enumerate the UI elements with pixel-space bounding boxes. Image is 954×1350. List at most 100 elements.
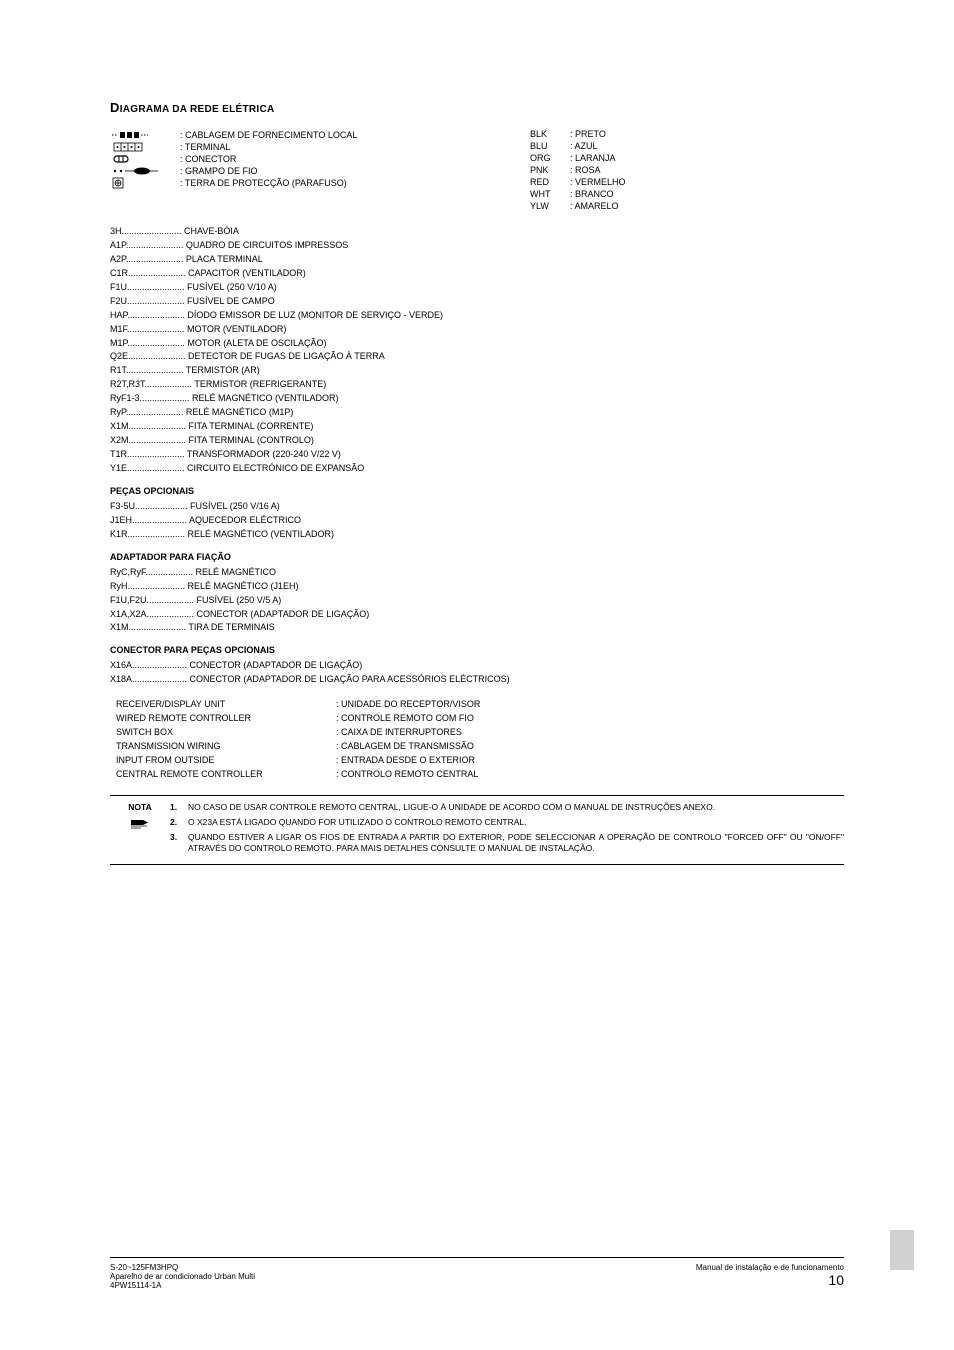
definition-row: X1A,X2A................... CONECTOR (ADA… — [110, 608, 844, 622]
definition-row: J1EH...................... AQUECEDOR ELÉ… — [110, 514, 844, 528]
definition-line: R2T,R3T................... TERMISTOR (RE… — [110, 378, 326, 392]
footer-manual-title: Manual de instalação e de funcionamento — [696, 1263, 844, 1272]
translation-pt: : CONTROLE REMOTO COM FIO — [336, 713, 844, 723]
symbol-icon — [110, 154, 180, 164]
definition-line: T1R....................... TRANSFORMADOR… — [110, 448, 341, 462]
definition-row: X16A...................... CONECTOR (ADA… — [110, 659, 844, 673]
color-name: : VERMELHO — [570, 177, 650, 189]
definition-row: A1P....................... QUADRO DE CIR… — [110, 239, 844, 253]
symbol-label: : TERMINAL — [180, 142, 530, 152]
definition-line: X16A...................... CONECTOR (ADA… — [110, 659, 362, 673]
definition-row: A2P....................... PLACA TERMINA… — [110, 253, 844, 267]
definition-row: M1F....................... MOTOR (VENTIL… — [110, 323, 844, 337]
translations-table: RECEIVER/DISPLAY UNIT: UNIDADE DO RECEPT… — [110, 697, 844, 781]
side-tab — [890, 1230, 914, 1270]
translation-en: SWITCH BOX — [116, 727, 336, 737]
definition-row: X1M....................... FITA TERMINAL… — [110, 420, 844, 434]
section-title-adaptador: ADAPTADOR PARA FIAÇÃO — [110, 552, 844, 562]
nota-text: NO CASO DE USAR CONTROLE REMOTO CENTRAL,… — [188, 802, 844, 813]
title-initial: D — [110, 100, 120, 115]
pencil-icon — [129, 812, 151, 830]
definition-row: X1M....................... TIRA DE TERMI… — [110, 621, 844, 635]
definition-row: K1R....................... RELÉ MAGNÉTIC… — [110, 528, 844, 542]
definition-row: M1P....................... MOTOR (ALETA … — [110, 337, 844, 351]
definition-line: F1U,F2U................... FUSÍVEL (250 … — [110, 594, 281, 608]
definitions-main: 3H........................ CHAVE-BÓIAA1P… — [110, 225, 844, 476]
nota-number: 2. — [170, 817, 188, 828]
definition-line: X1M....................... TIRA DE TERMI… — [110, 621, 275, 635]
definition-row: 3H........................ CHAVE-BÓIA — [110, 225, 844, 239]
nota-item: 1.NO CASO DE USAR CONTROLE REMOTO CENTRA… — [170, 802, 844, 813]
nota-text: O X23A ESTÁ LIGADO QUANDO FOR UTILIZADO … — [188, 817, 844, 828]
nota-block: NOTA 1.NO CASO DE USAR CONTROLE REMOTO C… — [110, 795, 844, 865]
nota-number: 3. — [170, 832, 188, 854]
definition-line: RyH....................... RELÉ MAGNÉTIC… — [110, 580, 299, 594]
nota-number: 1. — [170, 802, 188, 813]
definition-row: C1R....................... CAPACITOR (VE… — [110, 267, 844, 281]
symbol-row: : TERRA DE PROTECÇÃO (PARAFUSO) — [110, 177, 530, 189]
footer-left: S-20~125FM3HPQ Aparelho de ar condiciona… — [110, 1263, 255, 1290]
title-rest: IAGRAMA DA REDE ELÉTRICA — [120, 104, 275, 115]
symbol-row: : CONECTOR — [110, 153, 530, 165]
definitions-adaptador: RyC,RyF................... RELÉ MAGNÉTIC… — [110, 566, 844, 636]
footer-model: S-20~125FM3HPQ — [110, 1263, 255, 1272]
definition-line: F1U....................... FUSÍVEL (250 … — [110, 281, 277, 295]
page-footer: S-20~125FM3HPQ Aparelho de ar condiciona… — [110, 1257, 844, 1290]
footer-code: 4PW15114-1A — [110, 1281, 255, 1290]
symbol-label: : CABLAGEM DE FORNECIMENTO LOCAL — [180, 130, 530, 140]
color-code: WHT — [530, 189, 570, 201]
definition-line: HAP....................... DÍODO EMISSOR… — [110, 309, 443, 323]
translation-row: INPUT FROM OUTSIDE: ENTRADA DESDE O EXTE… — [116, 753, 844, 767]
symbol-row: : CABLAGEM DE FORNECIMENTO LOCAL — [110, 129, 530, 141]
legend-row: : CABLAGEM DE FORNECIMENTO LOCAL : TERMIN… — [110, 129, 844, 213]
definition-row: F3-5U..................... FUSÍVEL (250 … — [110, 500, 844, 514]
legend-symbols: : CABLAGEM DE FORNECIMENTO LOCAL : TERMIN… — [110, 129, 530, 213]
translation-row: RECEIVER/DISPLAY UNIT: UNIDADE DO RECEPT… — [116, 697, 844, 711]
color-name: : PRETO — [570, 129, 650, 141]
color-name: : LARANJA — [570, 153, 650, 165]
translation-pt: : UNIDADE DO RECEPTOR/VISOR — [336, 699, 844, 709]
color-name: : BRANCO — [570, 189, 650, 201]
legend-colors: BLKBLUORGPNKREDWHTYLW : PRETO: AZUL: LAR… — [530, 129, 650, 213]
color-name: : AMARELO — [570, 201, 650, 213]
definition-row: R2T,R3T................... TERMISTOR (RE… — [110, 378, 844, 392]
nota-item: 2.O X23A ESTÁ LIGADO QUANDO FOR UTILIZAD… — [170, 817, 844, 828]
symbol-label: : GRAMPO DE FIO — [180, 166, 530, 176]
definition-line: RyP....................... RELÉ MAGNÉTIC… — [110, 406, 293, 420]
color-name: : ROSA — [570, 165, 650, 177]
definition-line: M1F....................... MOTOR (VENTIL… — [110, 323, 286, 337]
translation-pt: : CONTROLO REMOTO CENTRAL — [336, 769, 844, 779]
definition-line: X1A,X2A................... CONECTOR (ADA… — [110, 608, 369, 622]
definition-line: R1T....................... TERMISTOR (AR… — [110, 364, 260, 378]
definition-line: 3H........................ CHAVE-BÓIA — [110, 225, 239, 239]
color-code: YLW — [530, 201, 570, 213]
definition-line: Q2E....................... DETECTOR DE F… — [110, 350, 385, 364]
color-name: : AZUL — [570, 141, 650, 153]
translation-en: CENTRAL REMOTE CONTROLLER — [116, 769, 336, 779]
definition-line: Y1E....................... CIRCUITO ELEC… — [110, 462, 364, 476]
symbol-row: : GRAMPO DE FIO — [110, 165, 530, 177]
symbol-icon — [110, 166, 180, 176]
definition-row: F1U,F2U................... FUSÍVEL (250 … — [110, 594, 844, 608]
definition-row: R1T....................... TERMISTOR (AR… — [110, 364, 844, 378]
definition-row: RyP....................... RELÉ MAGNÉTIC… — [110, 406, 844, 420]
definition-line: X18A...................... CONECTOR (ADA… — [110, 673, 510, 687]
nota-text: QUANDO ESTIVER A LIGAR OS FIOS DE ENTRAD… — [188, 832, 844, 854]
definition-line: A1P....................... QUADRO DE CIR… — [110, 239, 348, 253]
definition-row: F1U....................... FUSÍVEL (250 … — [110, 281, 844, 295]
definition-line: RyC,RyF................... RELÉ MAGNÉTIC… — [110, 566, 276, 580]
definition-row: T1R....................... TRANSFORMADOR… — [110, 448, 844, 462]
color-code: BLU — [530, 141, 570, 153]
definition-line: F2U....................... FUSÍVEL DE CA… — [110, 295, 275, 309]
definition-line: RyF1-3.................... RELÉ MAGNÉTIC… — [110, 392, 339, 406]
definition-line: K1R....................... RELÉ MAGNÉTIC… — [110, 528, 334, 542]
definition-row: RyF1-3.................... RELÉ MAGNÉTIC… — [110, 392, 844, 406]
definition-row: F2U....................... FUSÍVEL DE CA… — [110, 295, 844, 309]
definition-row: X2M....................... FITA TERMINAL… — [110, 434, 844, 448]
definition-row: X18A...................... CONECTOR (ADA… — [110, 673, 844, 687]
translation-row: WIRED REMOTE CONTROLLER: CONTROLE REMOTO… — [116, 711, 844, 725]
definition-row: Q2E....................... DETECTOR DE F… — [110, 350, 844, 364]
color-code: ORG — [530, 153, 570, 165]
nota-item: 3.QUANDO ESTIVER A LIGAR OS FIOS DE ENTR… — [170, 832, 844, 854]
color-code: BLK — [530, 129, 570, 141]
